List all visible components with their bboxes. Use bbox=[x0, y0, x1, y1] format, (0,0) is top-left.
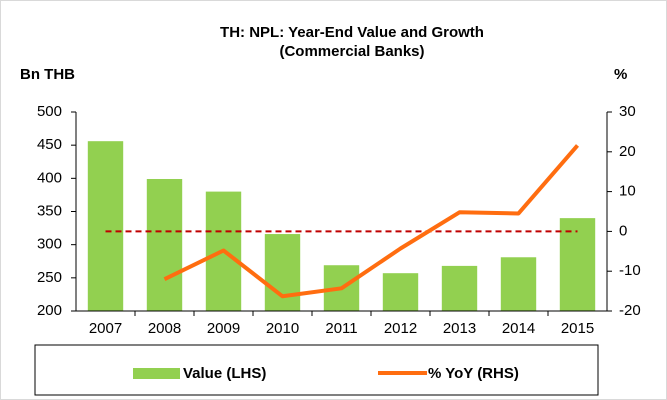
bar bbox=[559, 218, 596, 311]
bar bbox=[382, 273, 419, 311]
x-tick-label: 2009 bbox=[207, 320, 240, 337]
legend-label: % YoY (RHS) bbox=[428, 365, 519, 382]
x-tick-label: 2013 bbox=[443, 320, 476, 337]
bar bbox=[146, 178, 183, 311]
y2-tick-label: 10 bbox=[619, 183, 636, 200]
y-tick-label: 200 bbox=[37, 302, 62, 319]
bar bbox=[500, 257, 537, 311]
legend-swatch bbox=[133, 368, 180, 379]
y2-tick-label: 20 bbox=[619, 143, 636, 160]
y2-axis-label: % bbox=[614, 66, 627, 83]
x-tick-label: 2007 bbox=[89, 320, 122, 337]
x-tick-label: 2015 bbox=[561, 320, 594, 337]
bar bbox=[87, 141, 124, 311]
legend-box bbox=[34, 344, 599, 396]
chart-title: TH: NPL: Year-End Value and Growth bbox=[220, 24, 484, 41]
x-tick-label: 2010 bbox=[266, 320, 299, 337]
y2-tick-label: -20 bbox=[619, 302, 641, 319]
y-tick-label: 250 bbox=[37, 269, 62, 286]
y2-tick-label: 0 bbox=[619, 222, 627, 239]
x-tick-label: 2012 bbox=[384, 320, 417, 337]
x-tick-label: 2014 bbox=[502, 320, 535, 337]
bar bbox=[264, 234, 301, 311]
line-series bbox=[163, 144, 580, 299]
y-tick-label: 400 bbox=[37, 169, 62, 186]
x-tick-label: 2008 bbox=[148, 320, 181, 337]
chart-title: (Commercial Banks) bbox=[279, 43, 424, 60]
x-tick-label: 2011 bbox=[325, 320, 357, 337]
y2-tick-label: -10 bbox=[619, 262, 641, 279]
y-tick-label: 500 bbox=[37, 103, 62, 120]
y-tick-label: 300 bbox=[37, 236, 62, 253]
legend-label: Value (LHS) bbox=[183, 365, 266, 382]
bar bbox=[441, 265, 478, 311]
y2-tick-label: 30 bbox=[619, 103, 636, 120]
y-tick-label: 350 bbox=[37, 202, 62, 219]
y-axis-label: Bn THB bbox=[20, 66, 75, 83]
y-tick-label: 450 bbox=[37, 136, 62, 153]
